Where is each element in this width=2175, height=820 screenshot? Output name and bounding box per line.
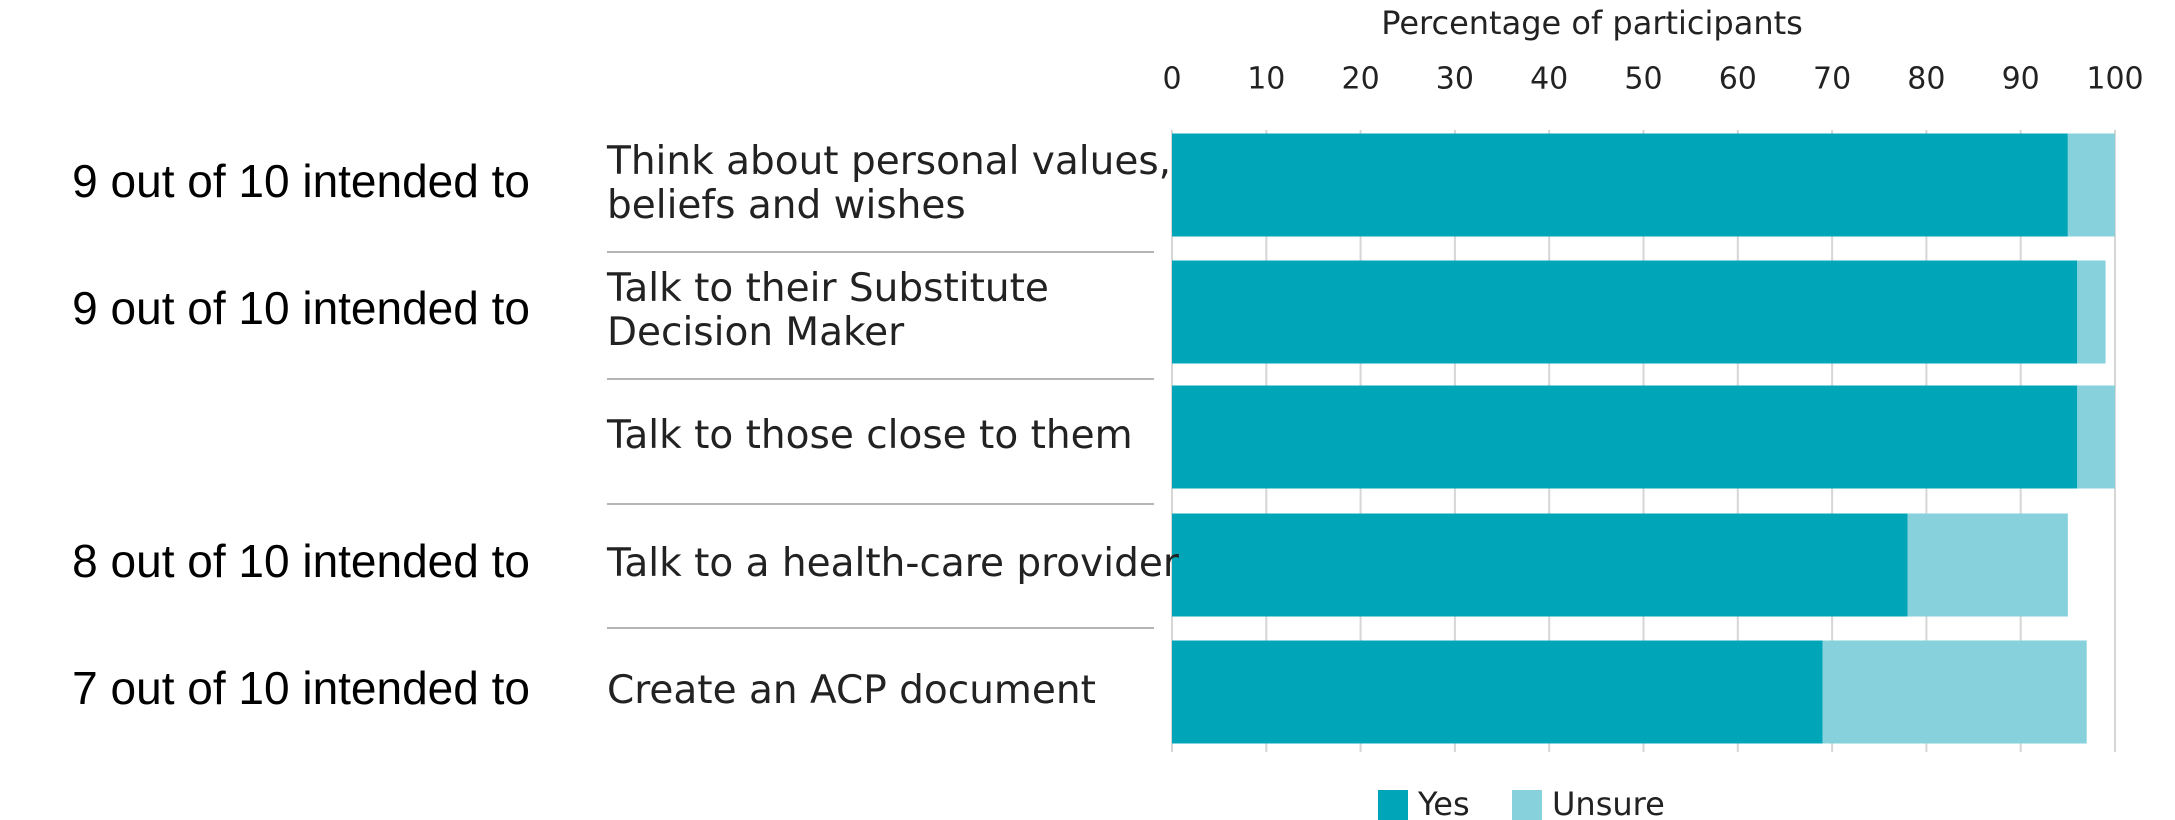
row-separators: [607, 251, 1154, 629]
category-label-line: beliefs and wishes: [607, 183, 966, 228]
annotation: 9 out of 10 intended to: [72, 155, 530, 207]
x-tick-label: 50: [1624, 62, 1662, 97]
bar-segment: [1907, 513, 2068, 617]
bar-segment: [1172, 385, 2078, 489]
x-tick-label: 80: [1907, 62, 1945, 97]
annotation: 8 out of 10 intended to: [72, 535, 530, 587]
category-label-line: Create an ACP document: [607, 668, 1096, 713]
category-label-line: Talk to their Substitute: [606, 266, 1049, 311]
bar-segment: [1172, 513, 1908, 617]
annotation: 7 out of 10 intended to: [72, 662, 530, 714]
category-label-line: Talk to those close to them: [606, 413, 1133, 458]
category-label: Talk to a health-care provider: [606, 541, 1180, 586]
category-label: Talk to those close to them: [606, 413, 1133, 458]
legend-label: Yes: [1417, 785, 1470, 820]
category-label-line: Talk to a health-care provider: [606, 541, 1180, 586]
x-tick-label: 60: [1719, 62, 1757, 97]
bar-segment: [1172, 260, 2078, 364]
x-tick-label: 10: [1247, 62, 1285, 97]
category-label-line: Decision Maker: [607, 310, 905, 355]
bar-segment: [1822, 640, 2087, 744]
bar-segment: [2077, 260, 2106, 364]
annotation: 9 out of 10 intended to: [72, 282, 530, 334]
category-label: Talk to their Substitute Decision Maker: [606, 266, 1049, 355]
x-tick-label: 70: [1813, 62, 1851, 97]
legend-swatch: [1378, 790, 1408, 820]
bar-segment: [2077, 385, 2115, 489]
bar-segment: [1172, 640, 1823, 744]
x-tick-label: 100: [2086, 62, 2143, 97]
x-tick-label: 20: [1342, 62, 1380, 97]
x-tick-label: 90: [2002, 62, 2040, 97]
bar-segment: [1172, 133, 2068, 237]
category-label: Create an ACP document: [607, 668, 1096, 713]
category-label-line: Think about personal values,: [606, 139, 1171, 184]
legend-swatch: [1512, 790, 1542, 820]
legend-label: Unsure: [1552, 785, 1665, 820]
x-tick-label: 0: [1162, 62, 1181, 97]
x-axis-title: Percentage of participants: [1381, 4, 1803, 42]
bar-segment: [2067, 133, 2115, 237]
category-label: Think about personal values, beliefs and …: [606, 139, 1171, 228]
x-tick-label: 30: [1436, 62, 1474, 97]
x-tick-label: 40: [1530, 62, 1568, 97]
